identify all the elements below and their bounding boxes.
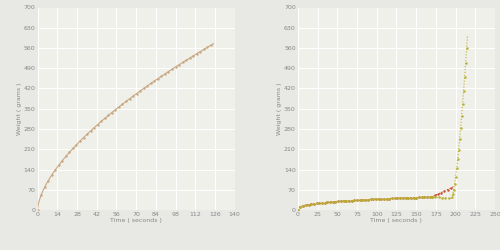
Y-axis label: Weight ( grams ): Weight ( grams ) bbox=[17, 82, 22, 135]
Y-axis label: Weight ( grams ): Weight ( grams ) bbox=[278, 82, 282, 135]
X-axis label: Time ( seconds ): Time ( seconds ) bbox=[370, 218, 422, 224]
X-axis label: Time ( seconds ): Time ( seconds ) bbox=[110, 218, 162, 224]
